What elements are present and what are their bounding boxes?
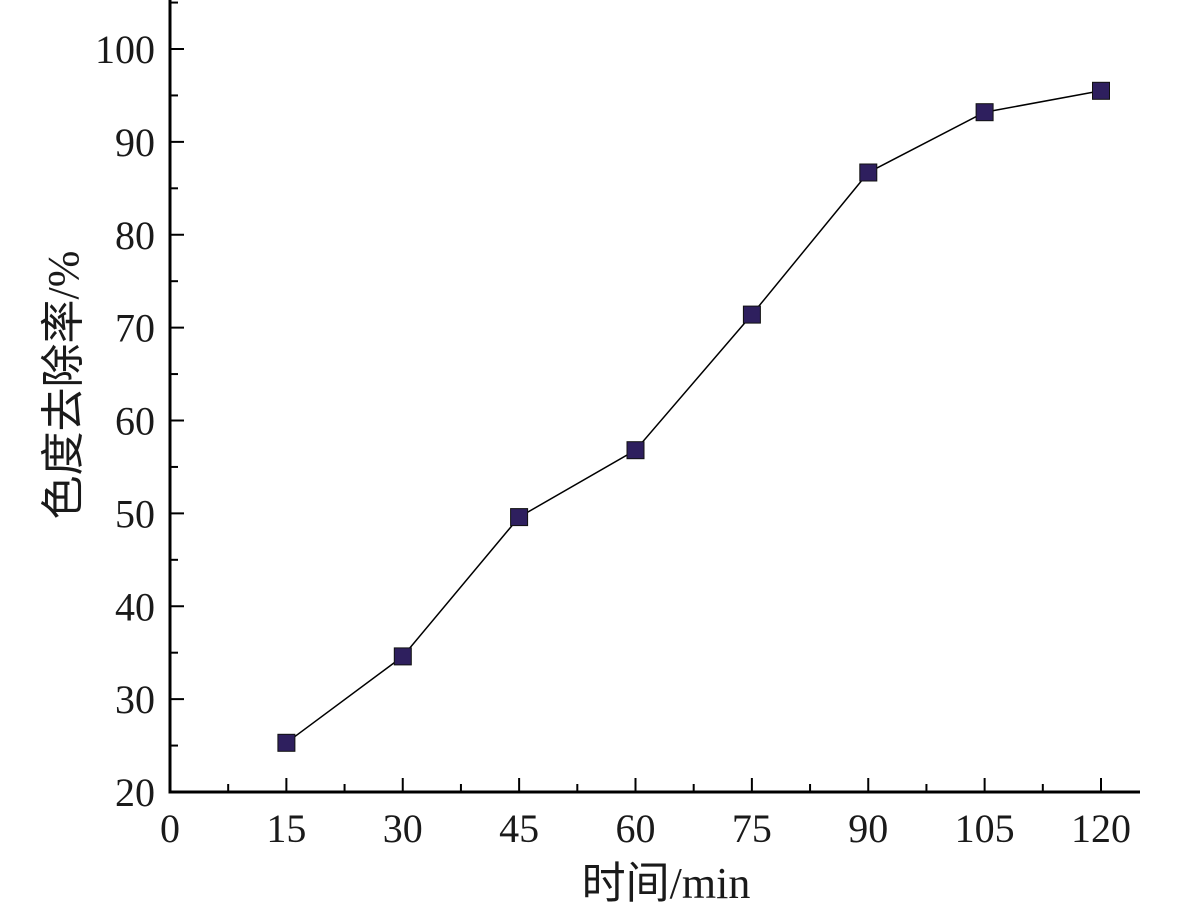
x-tick-label: 30 [383, 806, 423, 851]
data-point-marker [393, 647, 412, 666]
y-axis-ticks: 20 30 40 50 60 70 80 90 100 [95, 1, 184, 815]
data-point-marker [626, 441, 645, 460]
x-tick-label: 120 [1071, 806, 1131, 851]
y-tick-label: 80 [115, 213, 155, 258]
data-point-marker [510, 508, 529, 527]
y-tick-label: 70 [115, 306, 155, 351]
x-tick-label: 15 [266, 806, 306, 851]
data-point-marker [859, 163, 878, 182]
data-point-marker [975, 103, 994, 122]
series-layer [277, 81, 1110, 752]
x-axis-ticks: 0 15 30 45 60 75 90 105 120 [160, 778, 1131, 851]
x-tick-label: 60 [616, 806, 656, 851]
y-tick-label: 20 [115, 770, 155, 815]
data-point-marker [742, 305, 761, 324]
x-tick-label: 75 [732, 806, 772, 851]
y-axis-title: 色度去除率/% [39, 251, 88, 520]
axes [168, 0, 1140, 794]
x-tick-label: 45 [499, 806, 539, 851]
y-tick-label: 50 [115, 491, 155, 536]
x-axis-title: 时间/min [582, 859, 751, 906]
y-tick-label: 100 [95, 27, 155, 72]
y-tick-label: 30 [115, 677, 155, 722]
y-tick-label: 90 [115, 120, 155, 165]
x-tick-label: 105 [955, 806, 1015, 851]
x-tick-label: 90 [848, 806, 888, 851]
x-tick-label: 0 [160, 806, 180, 851]
series-line [285, 90, 1102, 744]
y-tick-label: 40 [115, 584, 155, 629]
y-tick-label: 60 [115, 399, 155, 444]
data-point-marker [277, 733, 296, 752]
data-point-marker [1092, 81, 1110, 100]
